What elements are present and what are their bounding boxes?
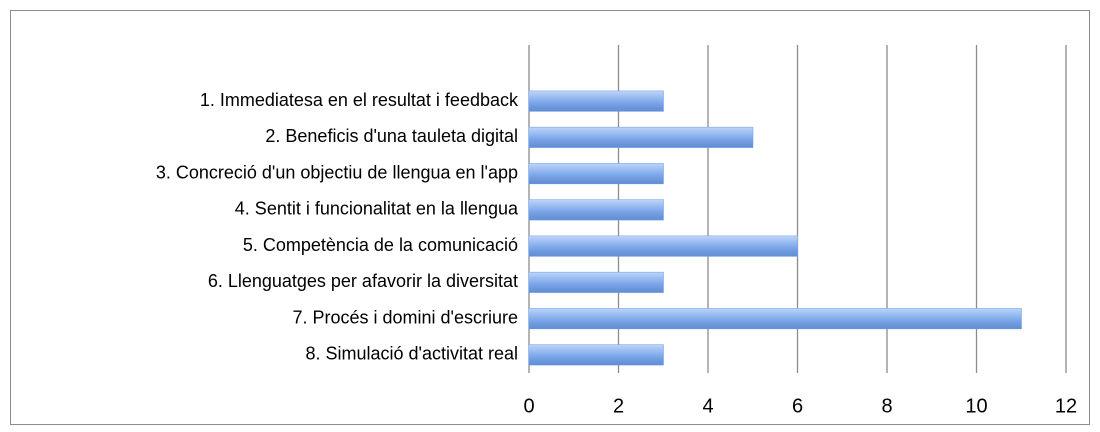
x-tick-label: 4 [702, 395, 713, 417]
y-tick-label: 7. Procés i domini d'escriure [292, 307, 518, 327]
x-tick-label: 0 [523, 395, 534, 417]
x-tick-label: 8 [881, 395, 892, 417]
x-tick-label: 2 [613, 395, 624, 417]
bar-shine [529, 344, 664, 365]
bar-shine [529, 236, 798, 257]
x-tick-label: 10 [965, 395, 987, 417]
y-tick-label: 4. Sentit i funcionalitat en la llengua [235, 199, 519, 219]
bar-shine [529, 127, 753, 148]
bar-shine [529, 163, 664, 184]
y-tick-label: 6. Llenguatges per afavorir la diversita… [208, 271, 518, 291]
y-tick-label: 3. Concreció d'un objectiu de llengua en… [156, 162, 518, 182]
bar-shine [529, 199, 664, 220]
bar-shine [529, 91, 664, 112]
y-tick-label: 5. Competència de la comunicació [243, 235, 518, 255]
y-tick-label: 1. Immediatesa en el resultat i feedback [200, 90, 519, 110]
bar-shine [529, 308, 1022, 329]
x-tick-label: 6 [792, 395, 803, 417]
y-tick-label: 8. Simulació d'activitat real [305, 344, 518, 364]
bar-shine [529, 272, 664, 293]
x-tick-label: 12 [1055, 395, 1077, 417]
y-tick-label: 2. Beneficis d'una tauleta digital [265, 126, 518, 146]
